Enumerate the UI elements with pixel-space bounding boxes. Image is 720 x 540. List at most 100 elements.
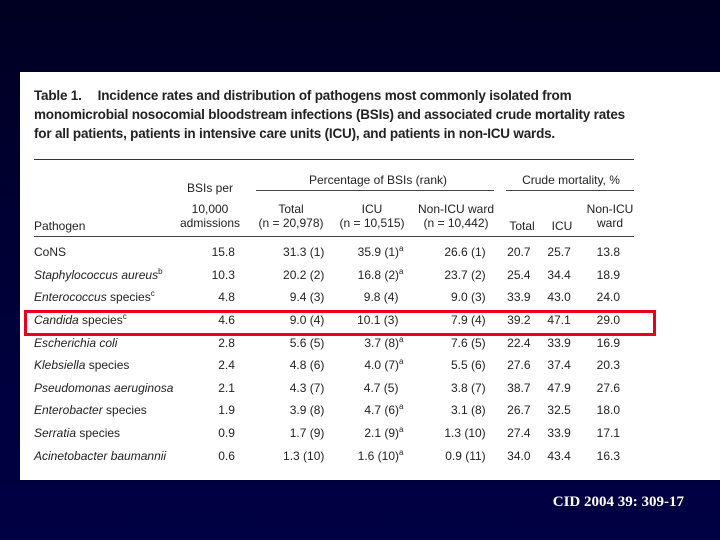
pct-total-cell-value: 5.6 (5) [289,335,325,350]
mortality-total-cell: 22.4 [496,331,535,354]
pct-total-cell-value: 31.3 (1) [283,245,325,260]
pct-icu-cell-value: 9.8 (4) [363,290,399,305]
mortality-icu-cell-value: 47.1 [547,313,571,328]
rate-cell: 4.8 [179,286,255,309]
rate-cell-value: 2.4 [218,358,235,373]
mortality-icu-cell: 25.7 [535,241,577,264]
pct-nonicu-cell: 3.8 (7) [413,377,495,400]
pct-nonicu-cell: 5.5 (6) [413,354,495,377]
rate-cell: 2.1 [179,377,255,400]
pct-total-cell: 1.7 (9) [255,422,330,445]
mortality-nonicu-cell-value: 24.0 [596,290,620,305]
mortality-icu-cell-value: 25.7 [547,245,571,260]
pct-icu-cell-value: 1.6 (10) [357,448,399,463]
pathogen-name: CoNS [34,241,179,264]
mortality-nonicu-cell: 18.0 [577,399,634,422]
rate-cell-value: 0.6 [218,448,235,463]
pct-total-cell: 4.3 (7) [255,377,330,400]
mortality-nonicu-cell: 17.1 [577,422,634,445]
pathogen-name: Klebsiella species [34,354,179,377]
mortality-icu-cell-value: 37.4 [547,358,571,373]
pct-icu-cell: 2.1 (9)a [330,422,413,445]
footnote-marker: c [150,289,155,299]
mortality-total-cell: 20.7 [496,241,535,264]
pct-icu-cell-value: 4.0 (7) [364,358,399,373]
pathogen-genus: Serratia [34,426,77,441]
pct-nonicu-cell-value: 9.0 (3) [450,290,486,305]
rate-cell-value: 4.8 [218,290,235,305]
mortality-total-cell: 34.0 [496,444,535,467]
mortality-total-cell: 27.4 [496,422,535,445]
header-icu-group: ICU (n = 10,515) [334,202,410,230]
rate-cell-value: 1.9 [218,403,235,418]
pct-icu-cell-value: 3.7 (8) [364,335,399,350]
mortality-icu-cell: 43.0 [535,286,577,309]
rate-cell: 4.6 [179,309,255,332]
mortality-total-cell: 27.6 [496,354,535,377]
mortality-total-cell-value: 39.2 [507,313,531,328]
mortality-total-cell: 26.7 [496,399,535,422]
pct-total-cell-value: 9.0 (4) [289,313,325,328]
pathogen-name: Escherichia coli [34,331,179,354]
pathogen-genus: Pseudomonas aeruginosa [34,380,174,395]
mortality-nonicu-cell: 20.3 [577,354,634,377]
mortality-icu-cell: 43.4 [535,444,577,467]
footnote-marker: a [399,334,404,344]
header-percentage-group-rule [256,190,494,191]
mortality-icu-cell-value: 47.9 [547,380,571,395]
footnote-marker: a [399,402,404,412]
pathogen-genus: Acinetobacter baumannii [34,448,167,463]
pathogen-name: Serratia species [34,422,179,445]
table-caption-label: Table 1. [34,88,82,103]
pct-total-cell-value: 9.4 (3) [289,290,325,305]
mortality-nonicu-cell-value: 16.9 [596,335,620,350]
mortality-nonicu-cell-value: 29.0 [596,313,620,328]
header-percentage-group: Percentage of BSIs (rank) [308,173,448,187]
table-row: Acinetobacter baumannii 0.6 1.3 (10) 1.6 (1… [34,444,634,467]
rate-cell: 0.6 [179,444,255,467]
rate-cell: 2.4 [179,354,255,377]
rate-cell: 2.8 [179,331,255,354]
pct-nonicu-cell-value: 3.1 (8) [450,403,486,418]
pct-icu-cell: 4.7 (6)a [330,399,413,422]
pct-nonicu-cell: 7.9 (4) [413,309,495,332]
header-bottom-rule [34,236,634,237]
header-pathogen: Pathogen [34,219,86,233]
mortality-nonicu-cell: 16.3 [577,444,634,467]
header-icu: ICU [361,202,383,216]
pct-nonicu-cell-value: 26.6 (1) [444,245,486,260]
mortality-nonicu-cell-value: 20.3 [596,358,620,373]
pct-total-cell: 20.2 (2) [255,264,330,287]
mortality-total-cell: 25.4 [496,264,535,287]
pct-total-cell: 9.4 (3) [255,286,330,309]
table-card: Table 1. Incidence rates and distribution… [20,72,720,480]
pathogen-genus: Staphylococcus aureus [34,267,159,282]
pct-nonicu-cell-value: 3.8 (7) [450,380,486,395]
mortality-icu-cell: 47.1 [535,309,577,332]
header-mortality-total: Total [509,219,535,233]
rate-cell: 10.3 [179,264,255,287]
pct-total-cell-value: 3.9 (8) [289,403,325,418]
mortality-total-cell: 33.9 [496,286,535,309]
pathogen-species-suffix: species [102,403,147,418]
mortality-icu-cell-value: 33.9 [547,335,571,350]
footnote-marker: a [399,244,404,254]
rate-cell: 1.9 [179,399,255,422]
pct-icu-cell: 10.1 (3) [330,309,413,332]
mortality-nonicu-cell-value: 27.6 [596,380,620,395]
pathogen-genus: Enterococcus [34,290,107,305]
table-row: Staphylococcus aureusb 10.3 20.2 (2) 16.8 (… [34,264,634,287]
header-mortality-group: Crude mortality, % [522,173,620,187]
header-total: Total [278,202,304,216]
header-total-n: (n = 20,978) [258,216,324,230]
mortality-icu-cell-value: 43.4 [547,448,571,463]
pct-nonicu-cell-value: 7.6 (5) [450,335,486,350]
mortality-total-cell: 39.2 [496,309,535,332]
mortality-total-cell-value: 27.4 [507,426,531,441]
header-mortality-icu: ICU [551,219,573,233]
rate-cell-value: 4.6 [218,313,235,328]
pct-total-cell: 31.3 (1) [255,241,330,264]
table-top-rule [34,159,634,160]
pathogen-name: Candida speciesc [34,309,179,332]
pct-nonicu-cell-value: 0.9 (11) [445,448,486,463]
